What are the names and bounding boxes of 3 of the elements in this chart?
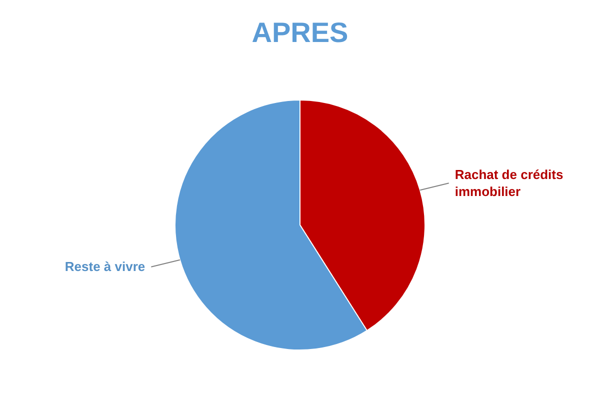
slice-label: Reste à vivre [64, 258, 146, 274]
chart-title: APRES [252, 17, 348, 48]
slice-label: Rachat de crédits immobilier [454, 167, 564, 200]
